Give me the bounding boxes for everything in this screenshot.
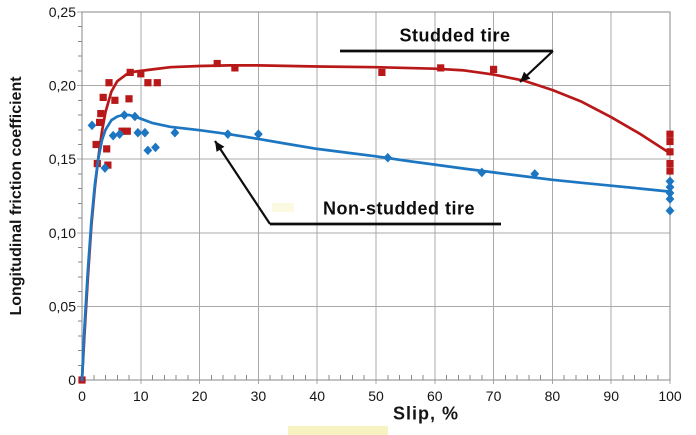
svg-text:0: 0 [68, 372, 76, 388]
svg-text:0,05: 0,05 [49, 298, 76, 314]
non-studded-tire-curve [80, 113, 672, 382]
svg-text:80: 80 [545, 388, 561, 404]
svg-text:0,15: 0,15 [49, 151, 76, 167]
x-tick-labels: 0 10 20 30 40 50 60 70 80 90 100 [78, 388, 682, 404]
svg-text:20: 20 [192, 388, 208, 404]
svg-text:100: 100 [658, 388, 682, 404]
svg-text:30: 30 [251, 388, 267, 404]
minor-ticks [78, 26, 659, 380]
svg-text:60: 60 [427, 388, 443, 404]
annotation-callout-0 [340, 49, 554, 83]
annotation-callout-1 [214, 140, 501, 226]
svg-text:50: 50 [368, 388, 384, 404]
gridlines [77, 11, 671, 384]
y-tick-labels: 0 0,05 0,10 0,15 0,20 0,25 [49, 4, 76, 388]
non-studded-tire-points [87, 110, 675, 216]
svg-text:40: 40 [309, 388, 325, 404]
studded-tire-label: Studded tire [399, 25, 511, 46]
svg-text:0,10: 0,10 [49, 225, 76, 241]
arrowhead-icon [215, 141, 225, 152]
svg-text:70: 70 [486, 388, 502, 404]
non-studded-tire-label: Non-studded tire [323, 198, 475, 219]
svg-text:10: 10 [133, 388, 149, 404]
svg-text:0,25: 0,25 [49, 4, 76, 20]
svg-text:90: 90 [603, 388, 619, 404]
svg-text:0,20: 0,20 [49, 78, 76, 94]
x-axis-title: Slip, % [392, 403, 460, 424]
arrowhead-icon [520, 71, 531, 82]
svg-text:0: 0 [78, 388, 86, 404]
y-axis-title: Longitudinal friction coefficient [8, 76, 25, 316]
